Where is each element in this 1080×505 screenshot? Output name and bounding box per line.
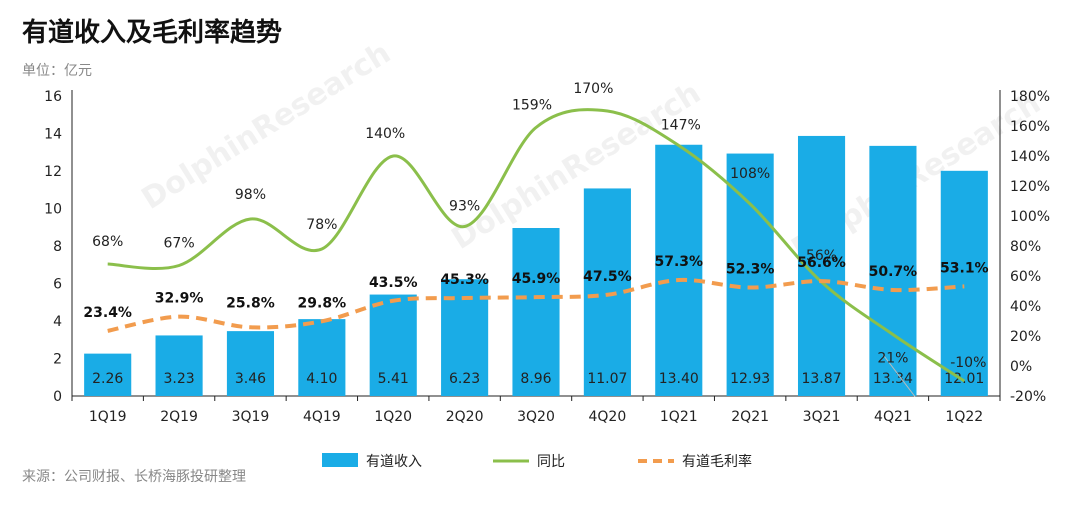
revenue-bar [155,335,203,396]
gross-margin-data-label: 47.5% [583,269,632,285]
yoy-data-label: 147% [661,118,701,134]
x-tick-label: 4Q20 [589,409,627,425]
y-right-tick-label: 80% [1010,239,1041,255]
y-right-tick-label: 100% [1010,209,1050,225]
yoy-data-label: 170% [573,81,613,97]
revenue-bar-label: 13.87 [801,371,841,387]
revenue-bar [655,144,703,396]
yoy-data-label: 108% [730,166,770,182]
yoy-data-label: 93% [449,199,480,215]
y-left-tick-label: 4 [53,314,62,330]
revenue-bar [84,353,132,396]
legend-label-revenue: 有道收入 [366,454,422,470]
y-right-tick-label: 160% [1010,119,1050,135]
x-tick-label: 3Q20 [517,409,555,425]
yoy-data-label: 98% [235,187,266,203]
revenue-bar-label: 13.34 [873,371,913,387]
x-tick-label: 4Q19 [303,409,341,425]
y-left-tick-label: 2 [53,352,62,368]
yoy-data-label: 56% [806,248,837,264]
yoy-data-label: 159% [512,98,552,114]
y-left-tick-label: 8 [53,239,62,255]
revenue-bar-label: 6.23 [449,371,480,387]
gross-margin-data-label: 45.9% [512,271,561,287]
gross-margin-data-label: 52.3% [726,262,775,278]
x-tick-label: 2Q19 [160,409,198,425]
gross-margin-line [107,277,965,333]
y-left-tick-label: 14 [44,127,62,143]
y-left-tick-label: 12 [44,164,62,180]
gross-margin-data-label: 45.3% [440,272,489,288]
revenue-bar [940,170,988,396]
revenue-bar-label: 2.26 [92,371,123,387]
gross-margin-data-label: 43.5% [369,275,418,291]
gross-margin-data-label: 53.1% [940,260,989,276]
revenue-bar-label: 12.93 [730,371,770,387]
yoy-data-label: -10% [950,355,986,371]
watermark-text: DolphinResearch [136,35,397,216]
gross-margin-data-label: 23.4% [83,305,132,321]
x-tick-label: 3Q21 [803,409,841,425]
gross-margin-data-label: 57.3% [654,254,703,270]
gross-margin-data-label: 32.9% [155,291,204,307]
x-tick-label: 3Q19 [232,409,270,425]
y-right-tick-label: 60% [1010,269,1041,285]
yoy-leader-line [882,354,916,397]
unit-label: 单位：亿元 [22,63,92,79]
y-right-tick-label: 0% [1010,359,1032,375]
revenue-bar [583,188,631,396]
gross-margin-data-label: 25.8% [226,295,275,311]
yoy-data-label: 140% [365,126,405,142]
revenue-bar-label: 3.46 [235,371,266,387]
chart-title: 有道收入及毛利率趋势 [22,18,283,48]
revenue-bar [369,294,417,396]
revenue-bar [226,331,275,396]
y-left-tick-label: 6 [53,277,62,293]
revenue-bar [298,319,346,396]
x-tick-label: 2Q21 [731,409,769,425]
revenue-bar [869,145,917,396]
yoy-data-label: 67% [164,236,195,252]
revenue-bar-label: 8.96 [520,371,551,387]
gross-margin-data-label: 56.6% [797,255,846,271]
yoy-data-label: 21% [877,351,908,367]
revenue-bar [512,228,560,396]
source-note: 来源：公司财报、长桥海豚投研整理 [22,469,246,485]
x-tick-label: 2Q20 [446,409,484,425]
gross-margin-data-label: 29.8% [298,295,347,311]
yoy-data-label: 68% [92,234,123,250]
y-right-tick-label: 120% [1010,179,1050,195]
y-right-tick-label: 20% [1010,329,1041,345]
x-tick-label: 4Q21 [874,409,912,425]
revenue-bar-label: 4.10 [306,371,337,387]
yoy-data-label: 78% [306,217,337,233]
revenue-bar-label: 5.41 [378,371,409,387]
x-tick-label: 1Q20 [374,409,412,425]
y-right-tick-label: 140% [1010,149,1050,165]
x-tick-label: 1Q22 [945,409,983,425]
legend-label-gross-margin: 有道毛利率 [682,453,752,470]
revenue-bar [726,153,774,396]
y-right-tick-label: -20% [1010,389,1046,405]
revenue-bar-label: 11.07 [587,371,627,387]
y-left-tick-label: 10 [44,202,62,218]
gross-margin-data-label: 50.7% [869,264,918,280]
revenue-bar-label: 13.40 [659,371,699,387]
x-tick-label: 1Q21 [660,409,698,425]
revenue-bar-label: 3.23 [163,371,194,387]
y-right-tick-label: 40% [1010,299,1041,315]
x-tick-label: 1Q19 [89,409,127,425]
y-left-tick-label: 16 [44,89,62,105]
legend-swatch-revenue [322,453,358,467]
y-right-tick-label: 180% [1010,89,1050,105]
y-left-tick-label: 0 [53,389,62,405]
legend-label-yoy: 同比 [537,454,565,470]
